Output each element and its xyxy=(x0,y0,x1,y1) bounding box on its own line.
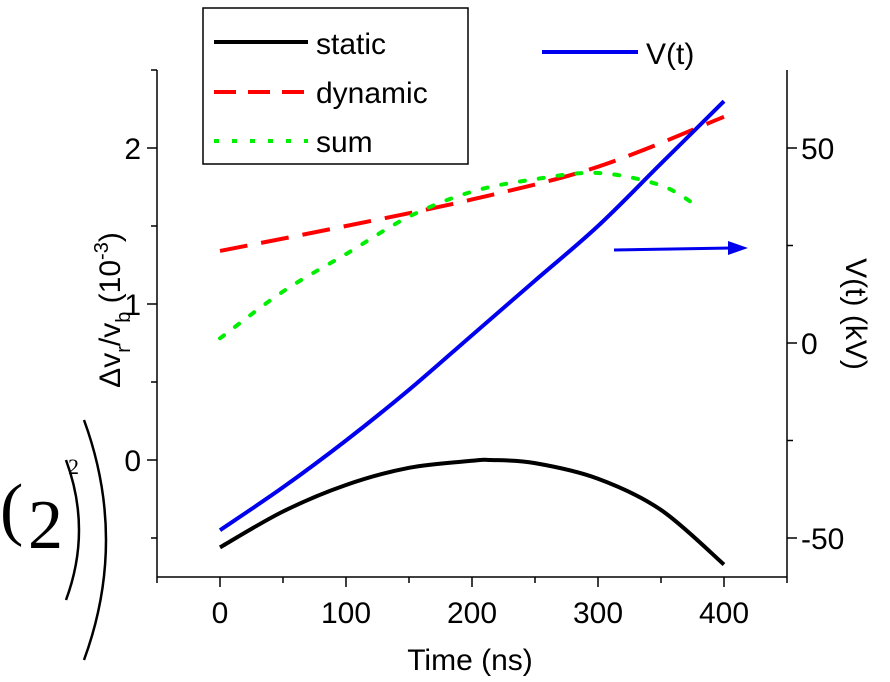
series-line-sum xyxy=(218,170,701,341)
y-left-tick-label: 2 xyxy=(124,133,141,166)
cropped-equation-fragment: ( 2 2 xyxy=(0,419,108,661)
legend-label-dynamic: dynamic xyxy=(316,77,428,110)
right-axis-arrow xyxy=(613,241,748,255)
y-right-tick-label: 50 xyxy=(801,133,834,166)
y-right-tick-label: -50 xyxy=(801,523,844,556)
y-axis-right-title: V(t) (kV) xyxy=(839,258,872,370)
svg-text:(: ( xyxy=(0,471,23,548)
y-left-title-sub2: b xyxy=(113,312,135,323)
y-left-title-base: Δv xyxy=(94,353,127,388)
x-tick-label: 200 xyxy=(447,597,497,630)
legend-label-vt: V(t) xyxy=(646,38,694,71)
legend-box: static dynamic sum xyxy=(202,7,469,165)
x-axis-title: Time (ns) xyxy=(407,644,533,677)
y-left-title-close: ) xyxy=(94,232,127,242)
svg-text:2: 2 xyxy=(28,487,63,564)
legend-label-static: static xyxy=(316,28,386,61)
y-left-title-sub1: r xyxy=(113,346,135,353)
legend-frame xyxy=(202,7,469,165)
x-tick-label: 400 xyxy=(699,597,749,630)
legend-vt: V(t) xyxy=(542,38,694,71)
y-left-title-sup: -3 xyxy=(91,242,113,260)
legend-label-sum: sum xyxy=(316,126,373,159)
y-left-title-mid: /v xyxy=(94,323,127,346)
y-left-tick-label: 0 xyxy=(124,445,141,478)
series-line-dynamic xyxy=(219,114,725,253)
y-left-title-tail: (10 xyxy=(94,260,127,312)
series-line-static xyxy=(219,457,726,567)
svg-text:2: 2 xyxy=(68,454,79,479)
series-layer xyxy=(218,99,726,567)
x-tick-label: 100 xyxy=(321,597,371,630)
y-left-tick-label: 1 xyxy=(124,289,141,322)
x-tick-label: 0 xyxy=(212,597,229,630)
series-line-vt xyxy=(218,99,726,532)
y-axis-left-title: Δvr/vb (10-3) xyxy=(91,232,135,388)
ticks-layer: 0 100 200 300 400 0 1 2 -50 0 50 xyxy=(124,69,844,630)
x-tick-label: 300 xyxy=(573,597,623,630)
y-right-tick-label: 0 xyxy=(801,328,818,361)
